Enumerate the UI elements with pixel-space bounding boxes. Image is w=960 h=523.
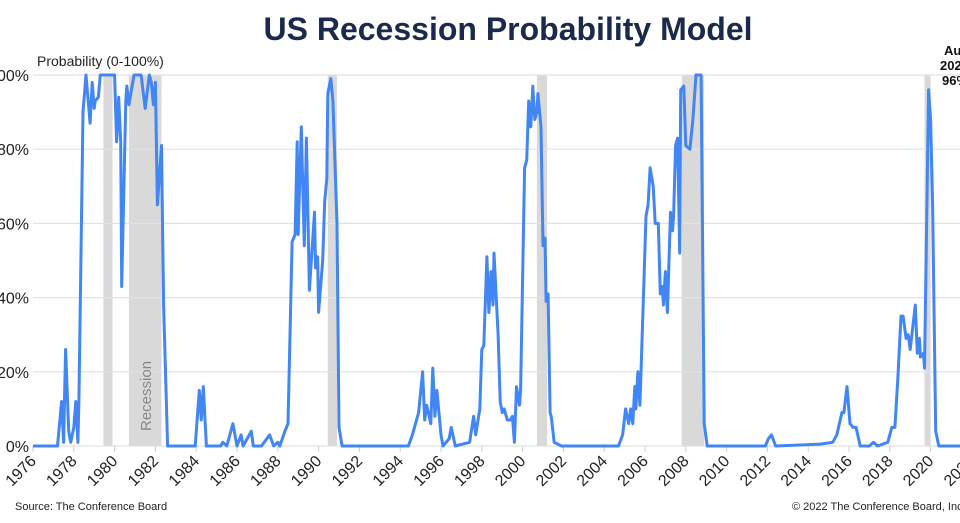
probability-line <box>33 73 960 448</box>
recession-band <box>536 75 548 446</box>
recession-band <box>103 75 113 446</box>
y-axis: 0% 20% 40% 60% 80% 100% <box>0 68 29 456</box>
x-tick-label: 2022 <box>941 453 960 490</box>
x-tick-label: 2006 <box>615 453 652 490</box>
x-tick-label: 1984 <box>166 453 203 490</box>
x-tick-label: 1990 <box>288 453 325 490</box>
x-tick-label: 2002 <box>533 453 570 490</box>
y-tick-label: 0% <box>6 439 29 456</box>
x-tick-label: 1986 <box>207 453 244 490</box>
recession-band <box>327 75 337 446</box>
source-note: Source: The Conference Board <box>15 501 167 513</box>
x-tick-label: 2012 <box>737 453 774 490</box>
x-tick-label: 1978 <box>43 453 80 490</box>
y-tick-label: 20% <box>0 365 29 382</box>
x-tick-label: 1996 <box>411 453 448 490</box>
x-tick-label: 2004 <box>574 453 611 490</box>
annotation-line-3: 96% <box>942 73 960 88</box>
x-tick-label: 2016 <box>819 453 856 490</box>
y-axis-label: Probability (0-100%) <box>37 53 164 69</box>
x-tick-label: 1994 <box>370 453 407 490</box>
y-tick-label: 60% <box>0 216 29 233</box>
x-tick-label: 1992 <box>329 453 366 490</box>
gridlines <box>33 74 960 447</box>
x-axis: 1976 1978 1980 1982 1984 1986 1988 1990 1992 1994… <box>3 446 960 490</box>
recession-bands <box>103 75 931 446</box>
recession-band <box>681 75 705 446</box>
x-tick-label: 2008 <box>655 453 692 490</box>
x-tick-label: 1998 <box>451 453 488 490</box>
copyright-note: © 2022 The Conference Board, Inc. <box>792 501 960 513</box>
x-tick-label: 2010 <box>696 453 733 490</box>
x-tick-label: 2014 <box>778 453 815 490</box>
chart-title: US Recession Probability Model <box>264 11 753 47</box>
y-tick-label: 80% <box>0 142 29 159</box>
x-tick-label: 1976 <box>3 453 40 490</box>
annotation-line-2: 2020 <box>940 58 960 73</box>
x-tick-label: 1988 <box>247 453 284 490</box>
x-tick-label: 1980 <box>84 453 121 490</box>
annotation-line-1: Aug <box>944 43 960 58</box>
x-tick-label: 2020 <box>900 453 937 490</box>
x-tick-label: 1982 <box>125 453 162 490</box>
x-tick-label: 2018 <box>859 453 896 490</box>
peak-annotation: Aug 2020 96% <box>940 43 960 88</box>
y-tick-label: 100% <box>0 68 29 85</box>
y-tick-label: 40% <box>0 291 29 308</box>
recession-label: Recession <box>138 361 155 431</box>
x-tick-label: 2000 <box>492 453 529 490</box>
